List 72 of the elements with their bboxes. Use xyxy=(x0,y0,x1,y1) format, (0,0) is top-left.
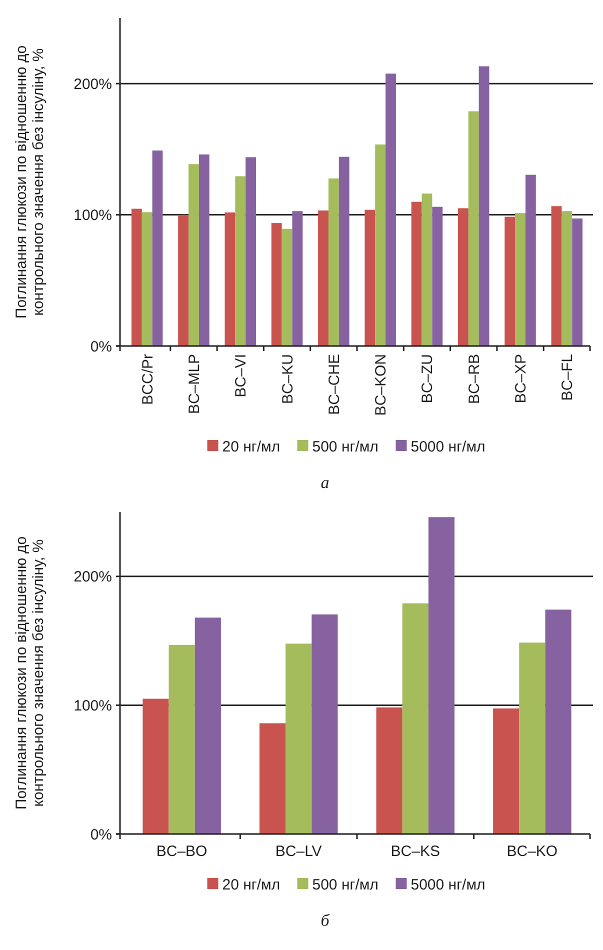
bar xyxy=(432,206,443,346)
bar xyxy=(386,74,396,346)
bar xyxy=(422,194,432,346)
x-tick-label: BC–ZU xyxy=(419,354,436,404)
x-tick-label: BC–KS xyxy=(390,843,440,860)
bar xyxy=(318,210,328,346)
x-tick-label: BC–CHE xyxy=(326,354,343,415)
bar xyxy=(468,111,479,346)
bar xyxy=(411,202,422,346)
bar xyxy=(142,698,169,834)
x-tick-label: BCC/Pr xyxy=(139,354,156,405)
bar xyxy=(572,218,583,346)
bar xyxy=(286,644,312,834)
bar xyxy=(224,212,236,346)
x-tick-label: BC–KON xyxy=(372,354,390,416)
y-axis-title: Поглинання глюкози по відношенню до контрольного значення без інсуліну, % xyxy=(13,536,47,810)
bar xyxy=(235,176,246,346)
bar xyxy=(282,228,292,346)
bar xyxy=(259,723,286,834)
bar xyxy=(562,211,572,346)
legend-label: 500 нг/мл xyxy=(312,438,378,456)
x-tick-label: BC–KO xyxy=(506,843,558,860)
bar xyxy=(504,216,516,346)
x-tick-label: BC–VI xyxy=(232,354,250,398)
y-tick-label: 100% xyxy=(74,697,112,714)
bar xyxy=(198,154,210,346)
bar xyxy=(338,156,350,346)
bar xyxy=(376,707,402,834)
bar xyxy=(131,208,142,346)
legend-label: 20 нг/мл xyxy=(222,438,280,456)
bar xyxy=(168,644,195,834)
bar xyxy=(525,174,536,346)
bar xyxy=(328,178,339,346)
y-tick-label: 200% xyxy=(74,76,112,93)
bar xyxy=(458,208,468,346)
bar xyxy=(142,212,152,346)
bar xyxy=(271,223,282,346)
bar xyxy=(246,157,256,346)
bar xyxy=(178,214,189,346)
bar xyxy=(428,517,455,834)
x-tick-label: BC–MLP xyxy=(186,354,203,414)
text: б xyxy=(320,911,330,930)
bar xyxy=(519,642,546,834)
x-tick-label: BC–RB xyxy=(466,354,483,404)
x-tick-label: BC–BO xyxy=(156,843,208,860)
bar xyxy=(194,618,221,834)
bar xyxy=(478,66,490,346)
legend-label: 20 нг/мл xyxy=(222,876,280,894)
legend-label: 5000 нг/мл xyxy=(410,876,486,894)
legend-label: 5000 нг/мл xyxy=(410,438,486,456)
bar xyxy=(545,610,572,834)
bar xyxy=(375,144,386,346)
y-tick-label: 100% xyxy=(74,207,112,224)
legend-label: 500 нг/мл xyxy=(312,876,378,894)
bar xyxy=(188,164,199,346)
x-tick-label: BC–KU xyxy=(279,354,296,404)
y-tick-label: 0% xyxy=(90,338,112,356)
y-axis-title: Поглинання глюкози по відношенню до контрольного значення без інсуліну, % xyxy=(13,45,47,319)
bar xyxy=(292,211,303,346)
text: а xyxy=(320,473,330,492)
bar xyxy=(515,213,526,346)
y-tick-label: 0% xyxy=(90,826,112,844)
bar xyxy=(493,708,520,834)
bar xyxy=(312,614,338,834)
bar xyxy=(402,603,428,834)
bar xyxy=(551,206,562,346)
bar xyxy=(152,150,163,346)
y-tick-label: 200% xyxy=(74,568,112,586)
x-tick-label: BC–XP xyxy=(512,354,530,404)
bar xyxy=(364,210,376,346)
x-tick-label: BC–LV xyxy=(275,843,322,860)
x-tick-label: BC–FL xyxy=(559,354,576,401)
